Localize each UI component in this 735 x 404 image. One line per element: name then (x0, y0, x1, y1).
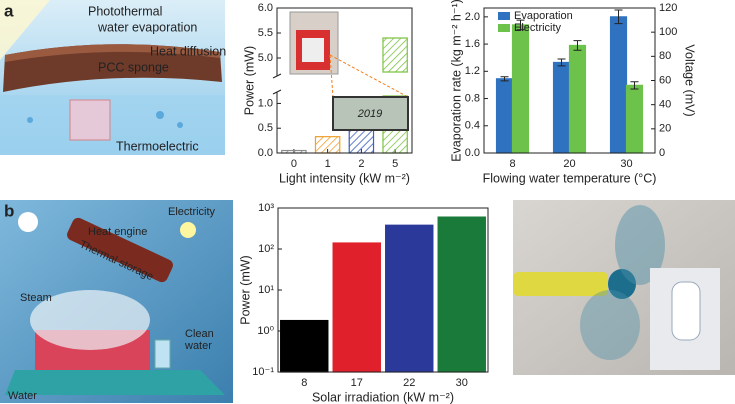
bar (437, 216, 486, 373)
bar (609, 16, 628, 154)
x-tick-label: 8 (509, 158, 515, 170)
illustration-text: PCC sponge (98, 60, 169, 74)
y-tick-label: 10³ (258, 202, 274, 214)
x-tick-label: 8 (301, 377, 307, 389)
y-tick-label: 5.5 (258, 27, 273, 39)
illustration-text: Water (8, 390, 37, 402)
error-bar (557, 58, 566, 67)
y-axis-label: Evaporation rate (kg m⁻² h⁻¹) (449, 0, 463, 162)
x-axis-label: Light intensity (kW m⁻²) (279, 171, 410, 185)
error-bar (614, 9, 623, 25)
panel-label: b (4, 201, 14, 220)
x-tick-label: 2 (358, 158, 364, 170)
y2-tick-label: 100 (659, 26, 677, 38)
x-tick-label: 1 (325, 158, 331, 170)
error-bar (500, 76, 509, 82)
x-tick-label: 30 (620, 158, 632, 170)
y-tick-label: 1.6 (465, 38, 480, 50)
charts: 0.0 0.5 1.0 5.0 5.5 6.0 0 1 2 5 Power (mW) Light in… (238, 0, 696, 404)
y-tick-label: 0.0 (465, 147, 480, 159)
x-axis-label: Flowing water temperature (°C) (483, 171, 657, 185)
illustration-text: Clean (185, 328, 214, 340)
axis-break (272, 73, 282, 95)
y2-tick-label: 0 (659, 147, 665, 159)
error-bar (573, 40, 582, 51)
y2-tick-label: 120 (659, 2, 677, 14)
inset-text: 2019 (357, 108, 382, 120)
x-tick-label: 0 (291, 158, 297, 170)
y-tick-label: 10⁰ (257, 325, 274, 337)
illustration-text: Thermoelectric (116, 139, 199, 153)
y2-tick-label: 20 (659, 123, 671, 135)
bar (552, 61, 571, 154)
error-bar (630, 81, 639, 90)
y-axis-label: Power (mW) (242, 46, 256, 115)
x-tick-label: 5 (392, 158, 398, 170)
y-tick-label: 10¹ (258, 284, 274, 296)
y-tick-label: 5.0 (258, 52, 273, 64)
y2-axis-label: Voltage (mV) (683, 44, 697, 116)
bar (568, 44, 587, 154)
y-tick-label: 1.0 (258, 97, 273, 109)
y-tick-label: 6.0 (258, 2, 273, 14)
inset-photo: 2019 (289, 11, 409, 131)
plot-frame (483, 7, 656, 154)
y-tick-label: 0.4 (465, 120, 480, 132)
y-tick-label: 0.5 (258, 122, 273, 134)
illustration-text: Heat engine (88, 226, 147, 238)
illustration-text: water (184, 340, 212, 352)
illustration-text: Heat diffusion (150, 44, 226, 58)
illustration-text: Steam (20, 292, 52, 304)
x-axis-label: Solar irradiation (kW m⁻²) (312, 390, 454, 404)
x-tick-label: 30 (456, 377, 468, 389)
bar (385, 224, 434, 373)
y-tick-label: 2.0 (465, 11, 480, 23)
bar (332, 242, 381, 373)
y-tick-label: 0.8 (465, 92, 480, 104)
illustration-text: water evaporation (97, 20, 197, 34)
x-tick-label: 17 (351, 377, 363, 389)
legend-label: Electricity (514, 22, 562, 34)
legend-swatch (498, 24, 510, 32)
y2-tick-label: 40 (659, 99, 671, 111)
axis-break (274, 76, 280, 92)
bar (625, 84, 644, 154)
bar (382, 37, 408, 154)
y-tick-label: 10⁻¹ (252, 366, 274, 378)
bar (280, 319, 329, 373)
x-tick-label: 22 (403, 377, 415, 389)
axis-break (381, 74, 409, 78)
y-tick-label: 1.2 (465, 65, 480, 77)
bar (495, 78, 514, 154)
illustration-text: Electricity (168, 206, 216, 218)
illustration-text: Photothermal (88, 4, 162, 18)
bar (314, 136, 341, 154)
y-tick-label: 0.0 (258, 147, 273, 159)
bar (511, 24, 530, 154)
plot-frame (277, 207, 489, 373)
illustration-a: Photothermal water evaporation Heat diff… (0, 0, 226, 155)
illustration-b: Heat engine Electricity Thermal storage … (0, 200, 233, 403)
panel-label: a (4, 1, 14, 20)
x-tick-label: 20 (563, 158, 575, 170)
legend-label: Evaporation (514, 10, 573, 22)
y2-tick-label: 80 (659, 50, 671, 62)
y-tick-label: 10² (258, 243, 274, 255)
y2-tick-label: 60 (659, 74, 671, 86)
y-axis-label: Power (mW) (238, 255, 252, 324)
error-bar (516, 19, 525, 31)
photo (513, 200, 735, 375)
legend-swatch (498, 12, 510, 20)
